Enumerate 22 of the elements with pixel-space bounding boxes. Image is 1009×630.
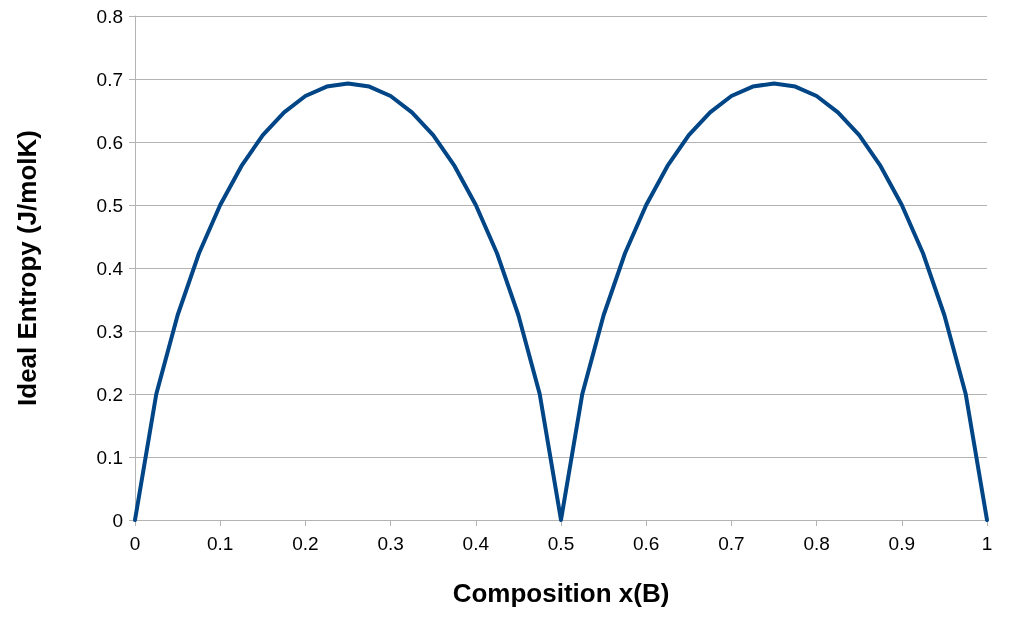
y-tick-label: 0 [112,509,123,531]
x-tick-label: 0.2 [292,533,319,554]
x-tick-label: 0.5 [547,533,575,554]
x-tick-label: 0.1 [206,533,234,554]
x-tick-label: 0.7 [718,533,745,554]
x-tick-label: 0.6 [632,533,660,554]
y-axis-title: Ideal Entropy (J/molK) [12,130,42,406]
x-tick-label: 0.9 [888,533,916,554]
y-tick-label: 0.7 [96,68,123,90]
y-tick-label: 0.6 [96,131,123,153]
x-tick-label: 1 [981,533,993,554]
x-tick-label: 0.8 [803,533,830,554]
x-tick-label: 0.4 [462,533,490,554]
y-tick-label: 0.3 [96,320,123,342]
y-tick-label: 0.8 [96,5,123,27]
x-axis-title: Composition x(B) [452,578,670,608]
x-tick-label: 0.3 [377,533,404,554]
y-tick-label: 0.1 [96,446,123,468]
y-tick-label: 0.5 [96,194,123,216]
y-tick-label: 0.4 [96,257,124,279]
y-tick-label: 0.2 [96,383,123,405]
x-tick-label: 0 [129,533,141,554]
